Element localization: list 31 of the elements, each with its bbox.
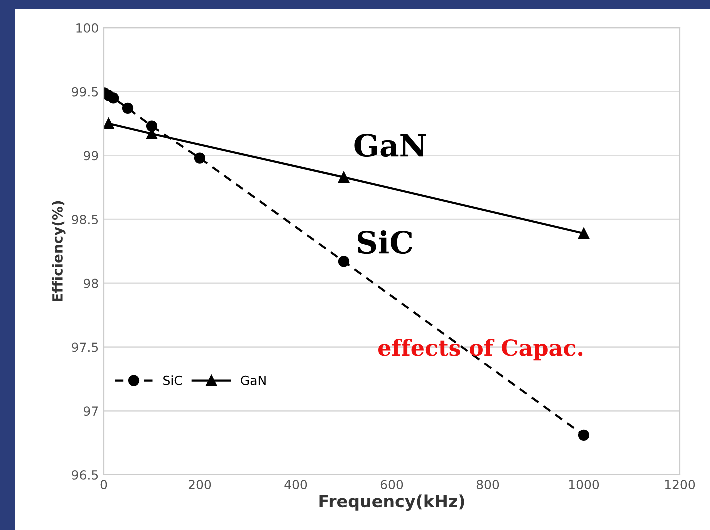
annotation: effects of Capac. <box>378 339 583 361</box>
point <box>108 92 120 104</box>
y-tick-label: 99 <box>84 151 98 161</box>
x-tick-label: 600 <box>380 480 404 490</box>
x-tick-label: 800 <box>476 480 500 490</box>
x-tick-label: 200 <box>188 480 212 490</box>
y-tick-label: 96.5 <box>72 470 98 480</box>
point <box>338 256 350 268</box>
point <box>578 430 590 441</box>
annotation: GaN <box>354 134 426 158</box>
x-tick-label: 1000 <box>569 480 600 490</box>
legend-label: GaN <box>241 376 266 386</box>
legend-label: SiC <box>164 376 182 386</box>
y-tick-label: 97.5 <box>72 342 98 352</box>
x-tick-label: 400 <box>284 480 308 490</box>
x-axis-title: Frequency(kHz) <box>320 494 464 511</box>
x-tick-label: 1200 <box>665 480 696 490</box>
annotation: SiC <box>358 230 412 254</box>
y-tick-label: 100 <box>76 23 98 33</box>
point <box>122 102 134 114</box>
point <box>338 172 350 183</box>
y-tick-label: 98 <box>84 278 98 288</box>
point <box>104 118 114 130</box>
y-axis-title: Efficiency(%) <box>52 201 66 302</box>
y-tick-label: 99.5 <box>72 87 98 97</box>
point <box>146 120 158 132</box>
point <box>194 152 206 164</box>
point <box>578 228 590 240</box>
x-tick-label: 0 <box>100 480 108 490</box>
y-tick-label: 97 <box>84 406 98 416</box>
y-tick-label: 98.5 <box>72 215 98 224</box>
